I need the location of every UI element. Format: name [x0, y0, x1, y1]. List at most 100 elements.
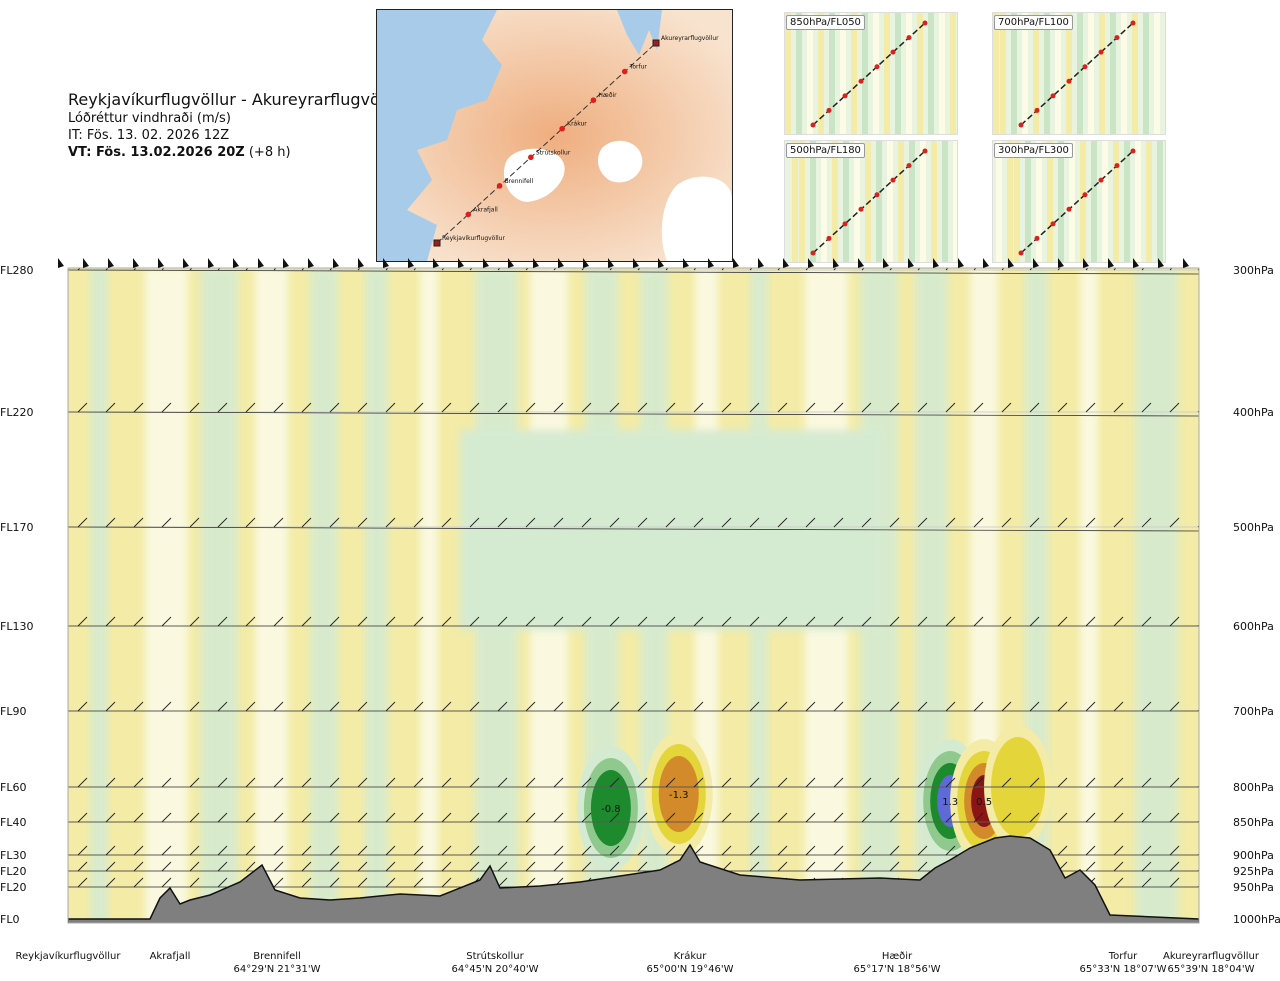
wind-barb — [1085, 845, 1096, 856]
velocity-cell — [658, 756, 699, 832]
wind-barb — [665, 812, 676, 823]
wind-barb — [413, 845, 424, 856]
wind-barb — [441, 777, 452, 788]
value-label: 0.5 — [976, 797, 992, 808]
wind-barb — [1141, 861, 1152, 872]
wind-barb — [749, 845, 760, 856]
top-barb — [1033, 258, 1039, 268]
wind-barb — [1085, 861, 1096, 872]
top-barb — [358, 258, 364, 268]
wind-barb — [1113, 877, 1124, 888]
field-band — [255, 268, 288, 923]
field-band — [1135, 268, 1178, 923]
top-barb — [933, 258, 939, 268]
wind-barb — [469, 517, 480, 528]
wind-barb — [1141, 777, 1152, 788]
top-barb — [683, 258, 689, 268]
location-axis: Reykjavíkurflugvöllur Akrafjall Brennifell… — [16, 950, 1260, 975]
wind-barb — [861, 517, 872, 528]
thumb-band — [1146, 141, 1152, 262]
wind-barb — [917, 616, 928, 627]
wind-barb — [553, 517, 564, 528]
wind-barb — [1029, 777, 1040, 788]
thumb-band — [1132, 13, 1138, 134]
wind-barb — [105, 517, 116, 528]
wind-barb — [665, 845, 676, 856]
thumb-band — [1124, 141, 1130, 262]
wind-barb — [777, 777, 788, 788]
wind-barb — [329, 616, 340, 627]
thumbnail-500hpa[interactable]: 500hPa/FL180 — [784, 140, 958, 263]
wind-barb — [525, 402, 536, 413]
wind-barb — [469, 812, 480, 823]
wind-barb — [889, 845, 900, 856]
waypoint-marker — [465, 211, 472, 218]
wind-barb — [609, 777, 620, 788]
wind-barb — [553, 616, 564, 627]
wind-barb — [749, 701, 760, 712]
thumb-band — [942, 141, 948, 262]
thumb-waypoint — [922, 148, 928, 154]
thumb-band — [792, 141, 798, 262]
wind-barb — [77, 861, 88, 872]
airport-marker — [433, 239, 441, 247]
top-barb — [1058, 258, 1064, 268]
wind-barb — [441, 812, 452, 823]
top-barb — [1083, 258, 1089, 268]
wind-barb — [833, 845, 844, 856]
top-barb — [283, 258, 289, 268]
waypoint-label: Hæðir — [598, 92, 617, 99]
wind-barb — [945, 402, 956, 413]
thumbnail-label: 850hPa/FL050 — [786, 15, 865, 30]
thumbnail-300hpa[interactable]: 300hPa/FL300 — [992, 140, 1166, 263]
wind-barb — [189, 777, 200, 788]
wind-barb — [945, 616, 956, 627]
thumb-band — [993, 13, 999, 134]
wind-barb — [357, 777, 368, 788]
wind-barb — [301, 877, 312, 888]
value-label: -1.3 — [669, 790, 689, 801]
fjord-north — [617, 10, 662, 55]
wind-barb — [637, 861, 648, 872]
thumbnail-label: 500hPa/FL180 — [786, 143, 865, 158]
pressure-label: 850hPa — [1233, 816, 1274, 829]
valid-time: VT: Fös. 13.02.2026 20Z (+8 h) — [68, 144, 405, 161]
value-label: -0.8 — [601, 804, 621, 815]
wind-barb — [1001, 616, 1012, 627]
wind-barb — [861, 861, 872, 872]
wind-barb — [1169, 877, 1180, 888]
pressure-axis: 300hPa 400hPa 500hPa 600hPa 700hPa 800hPa 850h… — [1233, 264, 1280, 926]
pressure-label: 1000hPa — [1233, 913, 1280, 926]
thumbnail-850hpa[interactable]: 850hPa/FL050 — [784, 12, 958, 135]
wind-barb — [721, 616, 732, 627]
wind-barb — [637, 616, 648, 627]
wind-barb — [1113, 861, 1124, 872]
wind-barb — [525, 701, 536, 712]
thumb-waypoint — [1098, 177, 1104, 183]
wind-barb — [973, 402, 984, 413]
wind-barb — [665, 701, 676, 712]
wind-barb — [637, 402, 648, 413]
wind-barb — [861, 616, 872, 627]
flight-level-axis: FL280 FL220 FL170 FL130 FL90 FL60 FL40 FL30 FL20… — [0, 264, 33, 926]
wind-barb — [161, 845, 172, 856]
wind-barb — [273, 402, 284, 413]
wind-barb — [469, 861, 480, 872]
wind-barb — [217, 701, 228, 712]
top-barb — [658, 258, 664, 268]
wind-barb — [1113, 616, 1124, 627]
wind-barb — [497, 517, 508, 528]
location-coords: 65°17'N 18°56'W — [854, 964, 941, 975]
flight-level-label: FL220 — [0, 406, 33, 419]
thumb-band — [1121, 13, 1127, 134]
wind-barb — [525, 517, 536, 528]
thumbnail-700hpa[interactable]: 700hPa/FL100 — [992, 12, 1166, 135]
wind-barb — [105, 877, 116, 888]
wind-barb — [1029, 517, 1040, 528]
wind-barb — [1085, 616, 1096, 627]
thumb-band — [1110, 13, 1116, 134]
top-barb — [808, 258, 814, 268]
top-barb — [958, 258, 964, 268]
location-name: Torfur — [1108, 951, 1138, 962]
wind-barb — [357, 812, 368, 823]
